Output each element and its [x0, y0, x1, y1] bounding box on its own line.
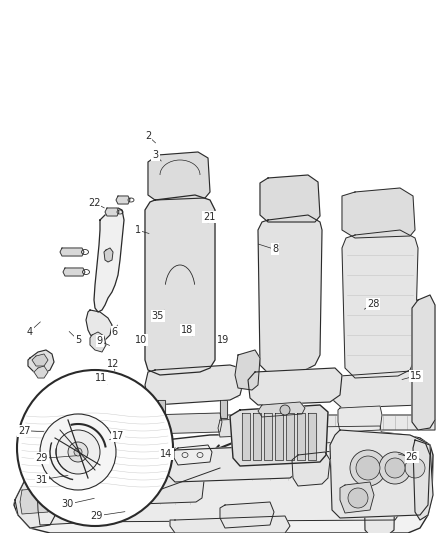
Polygon shape	[342, 188, 415, 238]
Text: 30: 30	[62, 499, 74, 509]
Polygon shape	[330, 370, 432, 408]
Text: 31: 31	[35, 475, 48, 484]
Polygon shape	[28, 350, 54, 374]
Text: 12: 12	[107, 359, 119, 368]
Polygon shape	[340, 482, 374, 513]
Text: 1: 1	[135, 225, 141, 235]
Polygon shape	[230, 405, 328, 466]
Polygon shape	[220, 502, 274, 528]
Circle shape	[348, 488, 368, 508]
Polygon shape	[48, 488, 80, 506]
Circle shape	[280, 405, 290, 415]
Text: 27: 27	[18, 426, 30, 435]
Polygon shape	[242, 413, 250, 460]
Text: 8: 8	[272, 245, 278, 254]
Polygon shape	[174, 445, 212, 465]
Text: 14: 14	[160, 449, 173, 459]
Text: 11: 11	[95, 374, 107, 383]
Circle shape	[54, 493, 62, 501]
Polygon shape	[258, 215, 322, 373]
Text: 35: 35	[152, 311, 164, 320]
Text: 21: 21	[203, 213, 215, 222]
Circle shape	[74, 448, 82, 456]
Text: 19: 19	[217, 335, 230, 345]
Polygon shape	[116, 196, 130, 204]
Text: 10: 10	[135, 335, 147, 345]
Polygon shape	[145, 415, 435, 430]
Circle shape	[56, 430, 100, 474]
Polygon shape	[308, 413, 316, 460]
Polygon shape	[260, 175, 320, 222]
Polygon shape	[218, 418, 267, 437]
Text: 3: 3	[152, 150, 159, 159]
Polygon shape	[286, 413, 294, 460]
Circle shape	[379, 452, 411, 484]
Text: 6: 6	[112, 327, 118, 336]
Polygon shape	[145, 365, 245, 405]
Polygon shape	[338, 406, 382, 432]
Polygon shape	[166, 445, 300, 482]
Polygon shape	[104, 248, 113, 262]
Polygon shape	[20, 488, 50, 514]
Polygon shape	[297, 413, 305, 460]
Circle shape	[40, 414, 116, 490]
Circle shape	[405, 458, 425, 478]
Text: 29: 29	[35, 454, 48, 463]
Polygon shape	[63, 268, 85, 276]
Text: 29: 29	[90, 511, 102, 521]
Polygon shape	[238, 426, 382, 444]
Polygon shape	[94, 208, 124, 312]
Text: 2: 2	[145, 131, 151, 141]
Polygon shape	[36, 452, 98, 525]
Text: 5: 5	[75, 335, 81, 345]
Polygon shape	[158, 400, 165, 418]
Polygon shape	[86, 310, 112, 342]
Polygon shape	[15, 465, 58, 528]
Polygon shape	[364, 458, 395, 533]
Polygon shape	[105, 208, 119, 216]
Circle shape	[385, 458, 405, 478]
Circle shape	[350, 450, 386, 486]
Polygon shape	[34, 366, 48, 378]
Polygon shape	[248, 368, 342, 405]
Circle shape	[356, 456, 380, 480]
Text: 9: 9	[97, 336, 103, 346]
Text: 28: 28	[367, 299, 379, 309]
Polygon shape	[330, 430, 430, 518]
Polygon shape	[253, 413, 261, 460]
Polygon shape	[275, 413, 283, 460]
Polygon shape	[60, 248, 84, 256]
Polygon shape	[342, 230, 418, 378]
Polygon shape	[235, 350, 260, 390]
Polygon shape	[412, 295, 435, 430]
Text: 18: 18	[181, 326, 194, 335]
Circle shape	[17, 370, 173, 526]
Text: 4: 4	[27, 327, 33, 336]
Polygon shape	[145, 413, 222, 434]
Polygon shape	[14, 432, 433, 533]
Text: 26: 26	[406, 453, 418, 462]
Polygon shape	[170, 516, 290, 533]
Polygon shape	[145, 195, 215, 375]
Text: 17: 17	[112, 431, 124, 441]
Polygon shape	[264, 413, 272, 460]
Polygon shape	[220, 400, 227, 418]
Text: 15: 15	[410, 371, 422, 381]
Text: 22: 22	[88, 198, 100, 207]
Polygon shape	[90, 332, 106, 352]
Polygon shape	[148, 152, 210, 200]
Circle shape	[68, 442, 88, 462]
Polygon shape	[292, 452, 330, 486]
Polygon shape	[43, 450, 402, 522]
Polygon shape	[258, 402, 305, 417]
Polygon shape	[413, 440, 433, 520]
Polygon shape	[104, 465, 205, 505]
Polygon shape	[32, 354, 48, 366]
